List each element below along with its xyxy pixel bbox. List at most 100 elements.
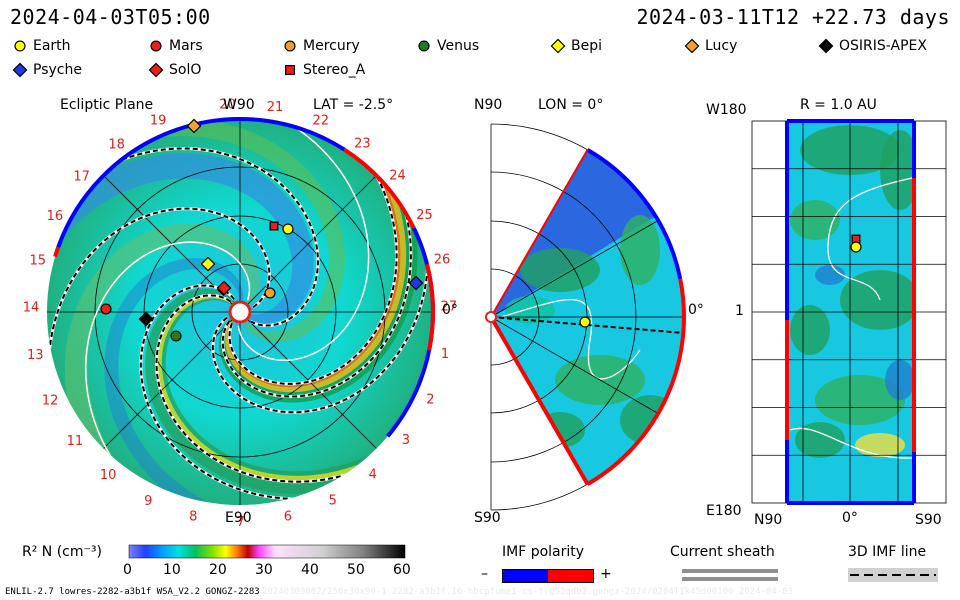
imf-positive-swatch bbox=[548, 569, 594, 583]
blue-stream-1 bbox=[47, 153, 314, 324]
legend-label: OSIRIS-APEX bbox=[839, 38, 927, 54]
carrington-tick-label: 5 bbox=[329, 493, 337, 508]
mer-lower-boundary bbox=[489, 316, 590, 486]
diamond-glyph bbox=[818, 38, 834, 54]
sphere-density-blob bbox=[815, 265, 845, 285]
legend-item-venus: Venus bbox=[416, 38, 479, 54]
green-stream-1 bbox=[219, 122, 418, 403]
diamond-marker-icon bbox=[550, 38, 566, 54]
sphere-x-tick-mid: 0° bbox=[842, 510, 858, 526]
sphere-title: R = 1.0 AU bbox=[800, 97, 877, 113]
imf-plus-label: + bbox=[600, 566, 612, 582]
current-sheath-swatch-top bbox=[682, 569, 778, 573]
colorbar-tick-label: 50 bbox=[347, 562, 365, 578]
mer-positive-arc bbox=[586, 278, 686, 486]
carrington-tick-label: 7 bbox=[236, 515, 244, 530]
legend-item-stereo-a: Stereo_A bbox=[282, 62, 365, 78]
green-stream-4 bbox=[90, 119, 345, 343]
carrington-tick-label: 23 bbox=[354, 137, 371, 152]
sphere-density-blob bbox=[790, 305, 830, 355]
circle-marker-icon bbox=[418, 40, 430, 52]
ecliptic-bottom-label: E90 bbox=[225, 510, 252, 526]
diamond-glyph bbox=[550, 38, 566, 54]
carrington-tick-label: 11 bbox=[67, 434, 84, 449]
mer-sun-marker bbox=[485, 311, 497, 323]
carrington-tick-label: 21 bbox=[267, 100, 284, 115]
osiris-apex-marker bbox=[138, 311, 154, 327]
sphere-density-blob bbox=[885, 360, 914, 400]
ecliptic-lat-label: LAT = -2.5° bbox=[313, 97, 394, 113]
blue-stream-2 bbox=[104, 258, 277, 505]
legend-item-earth: Earth bbox=[12, 38, 71, 54]
square-glyph bbox=[284, 64, 296, 76]
square-marker-icon bbox=[284, 64, 296, 76]
carrington-tick-label: 1 bbox=[441, 347, 449, 362]
carrington-tick-label: 2 bbox=[426, 392, 434, 407]
ecliptic-bodies bbox=[100, 118, 424, 342]
footer-model-info: ENLIL-2.7 lowres-2282-a3b1f WSA_V2.2 GON… bbox=[5, 587, 260, 597]
legend-item-bepi: Bepi bbox=[550, 38, 602, 54]
green-stream-2 bbox=[145, 288, 427, 495]
sphere-density-blob bbox=[855, 433, 905, 457]
sphere-density-blob bbox=[840, 270, 914, 330]
ecliptic-title: Ecliptic Plane bbox=[60, 97, 154, 113]
legend-item-psyche: Psyche bbox=[12, 62, 82, 78]
sphere-bodies bbox=[850, 234, 862, 253]
bepi-marker bbox=[200, 256, 216, 272]
current-sheath-swatch-bottom bbox=[682, 577, 778, 581]
mer-green-blob bbox=[520, 248, 600, 292]
sphere-map-panel bbox=[751, 119, 947, 505]
legend-label: Stereo_A bbox=[303, 62, 366, 78]
sphere-x-tick-right: S90 bbox=[915, 512, 942, 528]
sphere-density-blob bbox=[795, 422, 845, 458]
legend-label: Bepi bbox=[571, 38, 602, 54]
sheath-contour bbox=[84, 241, 251, 483]
colorbar-tick-label: 60 bbox=[393, 562, 411, 578]
positive-polarity-arc bbox=[425, 263, 435, 351]
imf-spiral-line bbox=[89, 147, 319, 327]
carrington-tick-label: 25 bbox=[416, 208, 433, 223]
meridional-top-left: N90 bbox=[474, 97, 503, 113]
imf-spiral-line bbox=[139, 284, 324, 500]
colorbar-tick-label: 0 bbox=[123, 562, 132, 578]
imf-spiral-line bbox=[47, 207, 271, 381]
sphere-mid-left: 1 bbox=[735, 303, 744, 319]
sphere-top-left: W180 bbox=[706, 102, 747, 118]
negative-polarity-arc bbox=[56, 117, 346, 249]
carrington-tick-label: 10 bbox=[100, 468, 117, 483]
imf-spiral-line bbox=[155, 294, 375, 483]
circle-glyph bbox=[284, 40, 296, 52]
carrington-tick-label: 14 bbox=[23, 301, 40, 316]
colorbar bbox=[128, 544, 406, 559]
carrington-tick-label: 17 bbox=[73, 170, 90, 185]
colorbar-label: R² N (cm⁻³) bbox=[22, 544, 102, 560]
circle-glyph bbox=[418, 40, 430, 52]
solo-marker bbox=[216, 280, 232, 296]
sphere-sheath-contour bbox=[789, 177, 913, 459]
lucy-marker bbox=[186, 118, 202, 134]
mer-green-blob bbox=[620, 395, 680, 445]
carrington-tick-label: 22 bbox=[313, 113, 330, 128]
mer-earth-marker bbox=[579, 316, 591, 328]
meridional-bottom-left: S90 bbox=[474, 510, 501, 526]
current-sheath-title: Current sheath bbox=[670, 544, 775, 560]
carrington-tick-label: 16 bbox=[47, 209, 64, 224]
stereo-a-marker bbox=[269, 221, 279, 231]
legend-label: Lucy bbox=[705, 38, 738, 54]
imf-spiral-line bbox=[211, 232, 430, 414]
model-run-label: 2024-03-11T12 +22.73 days bbox=[636, 5, 950, 29]
carrington-tick-label: 19 bbox=[150, 114, 167, 129]
carrington-tick-label: 3 bbox=[402, 433, 410, 448]
carrington-tick-label: 9 bbox=[144, 494, 152, 509]
circle-marker-icon bbox=[14, 40, 26, 52]
carrington-tick-label: 13 bbox=[27, 348, 44, 363]
carrington-tick-label: 4 bbox=[369, 467, 377, 482]
colorbar-tick-label: 20 bbox=[209, 562, 227, 578]
ecliptic-imf-spirals bbox=[47, 119, 430, 501]
carrington-tick-label: 6 bbox=[284, 509, 292, 524]
sphere-earth-marker bbox=[850, 241, 862, 253]
imf-line-title: 3D IMF line bbox=[848, 544, 927, 560]
sphere-x-tick-left: N90 bbox=[754, 512, 783, 528]
mars-marker bbox=[100, 303, 112, 315]
sphere-bottom-left: E180 bbox=[706, 503, 742, 519]
